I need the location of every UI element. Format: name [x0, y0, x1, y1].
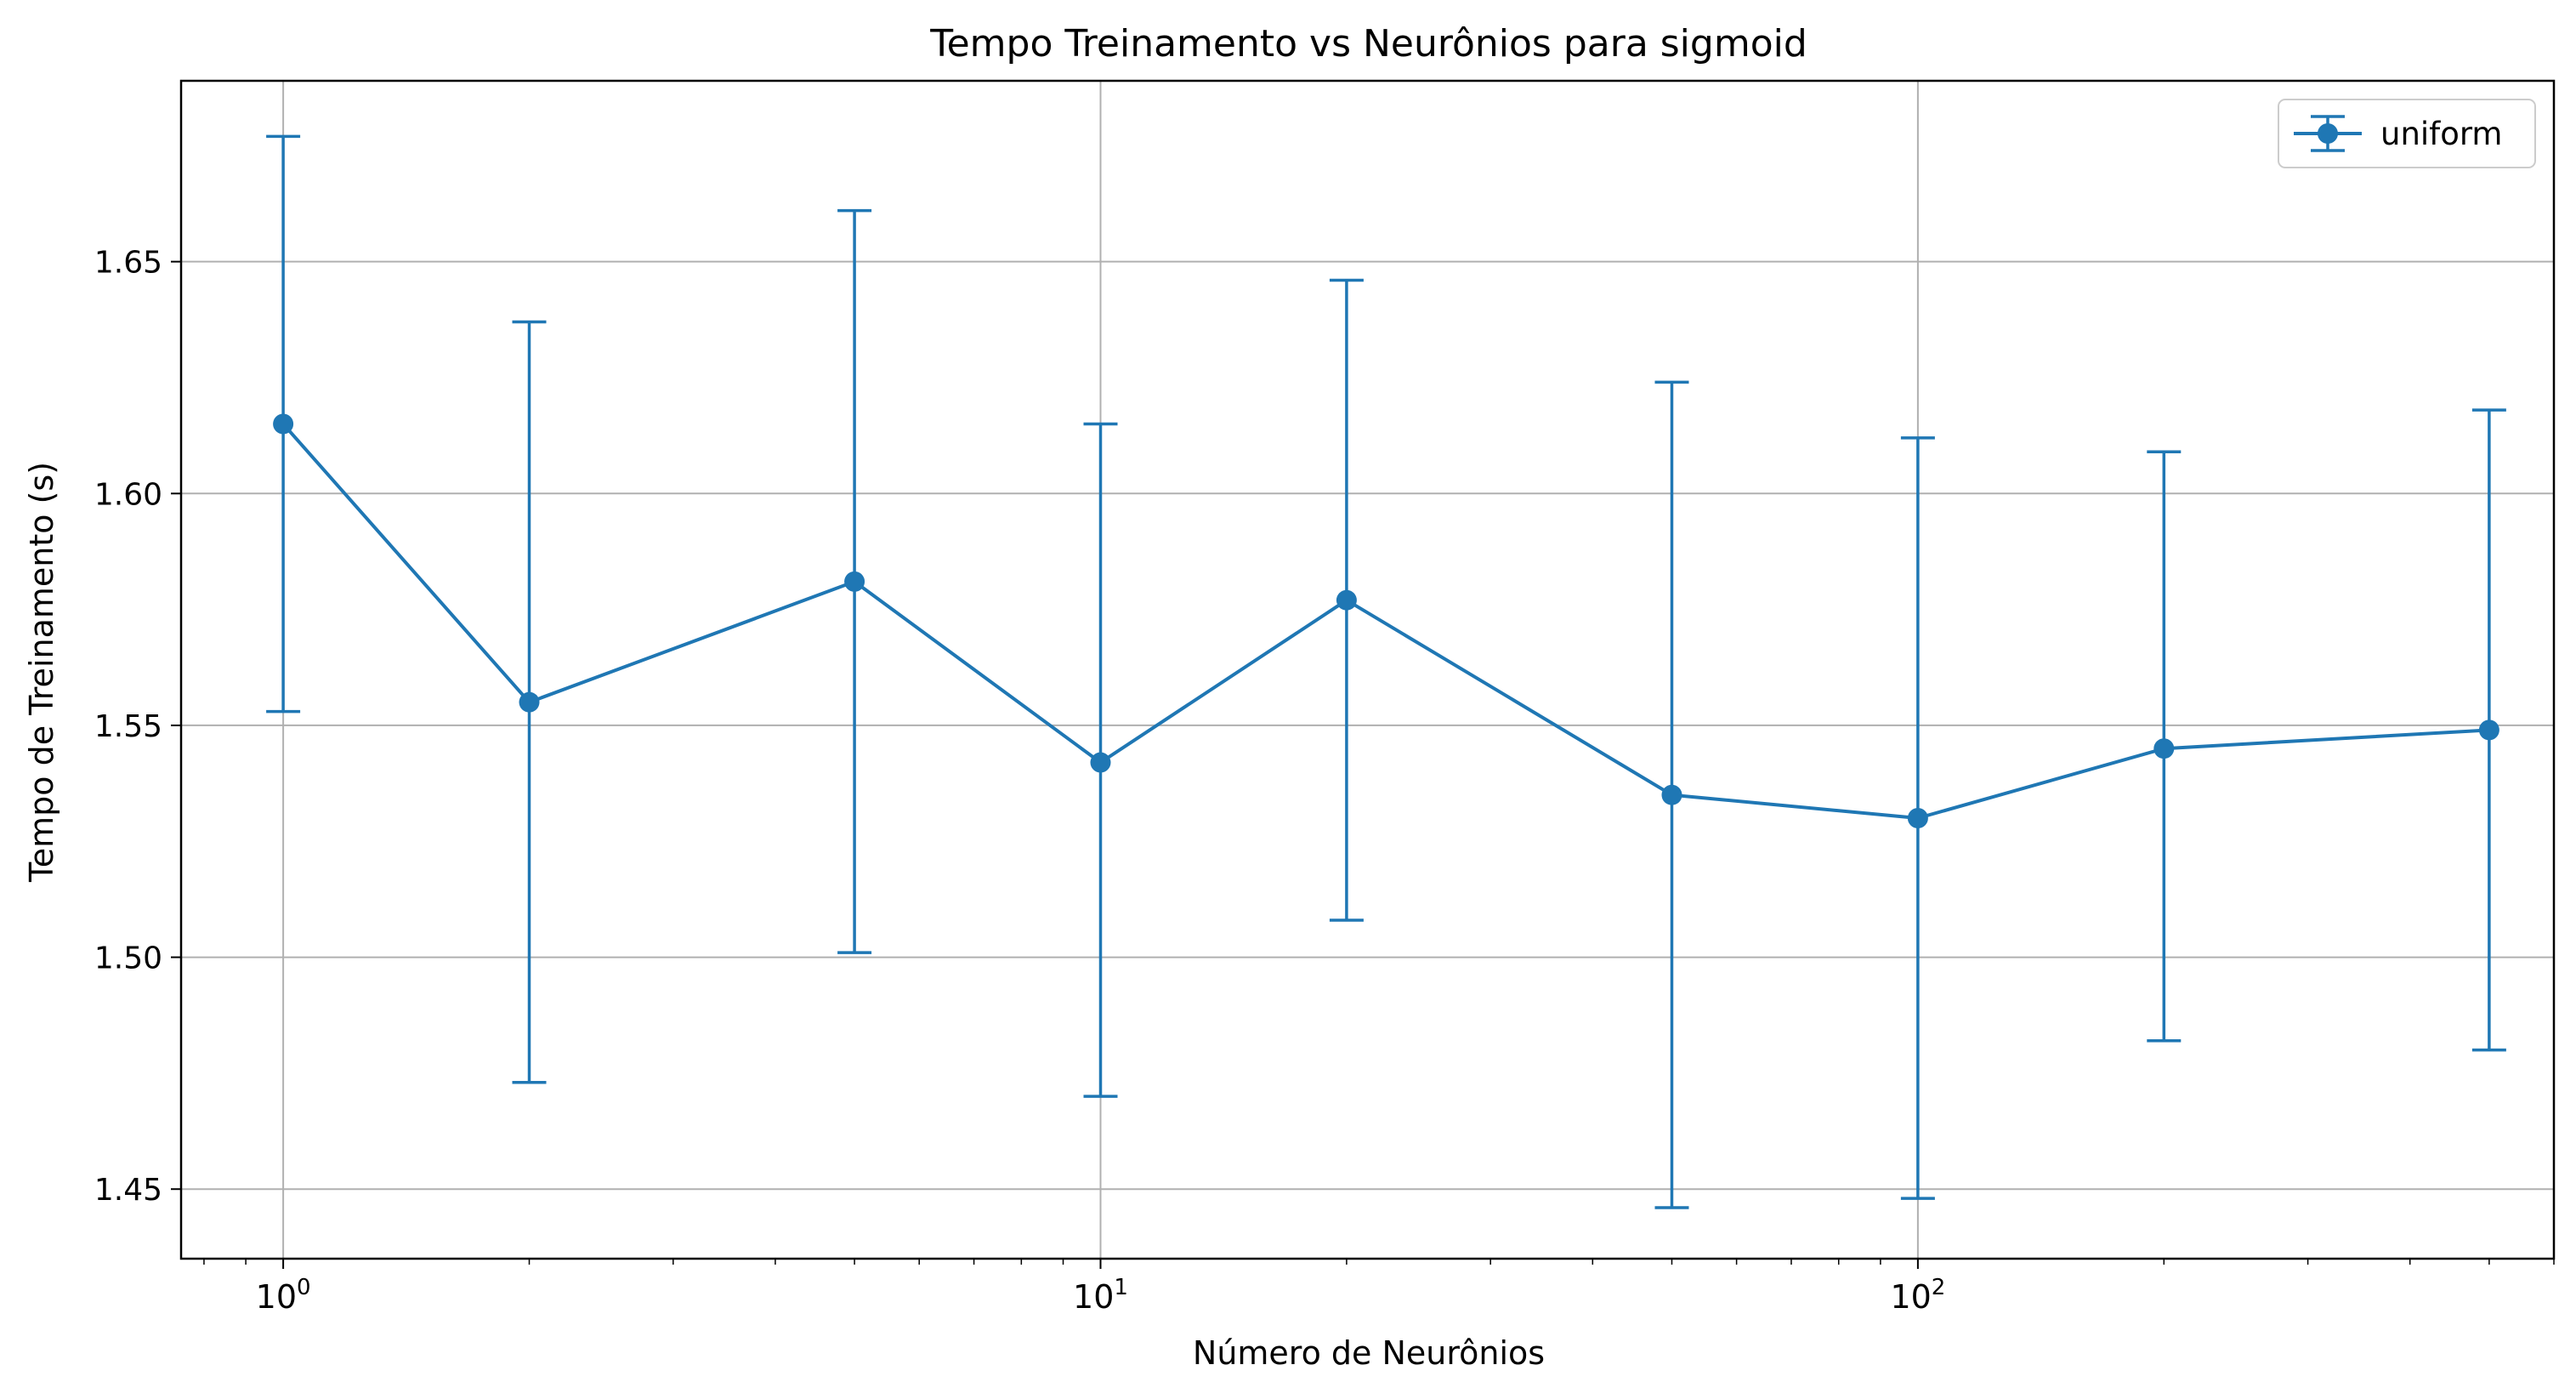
- x-tick-label: 101: [1073, 1275, 1128, 1316]
- data-point: [273, 413, 294, 435]
- x-tick-label: 102: [1890, 1275, 1945, 1316]
- legend-marker: [2318, 123, 2338, 144]
- x-axis-label: Número de Neurônios: [1193, 1334, 1545, 1372]
- chart-title: Tempo Treinamento vs Neurônios para sigm…: [929, 22, 1807, 65]
- axis-ticks: 1.45 1.50 1.55 1.60 1.65 100 101 102: [94, 246, 2555, 1316]
- y-tick-label: 1.55: [94, 709, 162, 744]
- data-point: [519, 691, 540, 713]
- data-point: [1090, 752, 1111, 773]
- y-tick-label: 1.60: [94, 477, 162, 512]
- legend-label: uniform: [2380, 116, 2502, 152]
- plot-frame: [179, 79, 2556, 1260]
- data-point: [2153, 738, 2175, 759]
- legend: uniform: [2278, 99, 2536, 168]
- y-tick-label: 1.45: [94, 1173, 162, 1208]
- y-tick-label: 1.50: [94, 941, 162, 976]
- data-point: [1336, 589, 1357, 611]
- data-point: [2478, 719, 2499, 741]
- y-tick-label: 1.65: [94, 246, 162, 281]
- y-axis-label: Tempo de Treinamento (s): [23, 462, 60, 883]
- data-point: [1661, 784, 1682, 805]
- series-layer: [266, 134, 2506, 1209]
- x-tick-label: 100: [256, 1275, 311, 1316]
- data-point: [1907, 807, 1928, 828]
- data-point: [844, 571, 865, 592]
